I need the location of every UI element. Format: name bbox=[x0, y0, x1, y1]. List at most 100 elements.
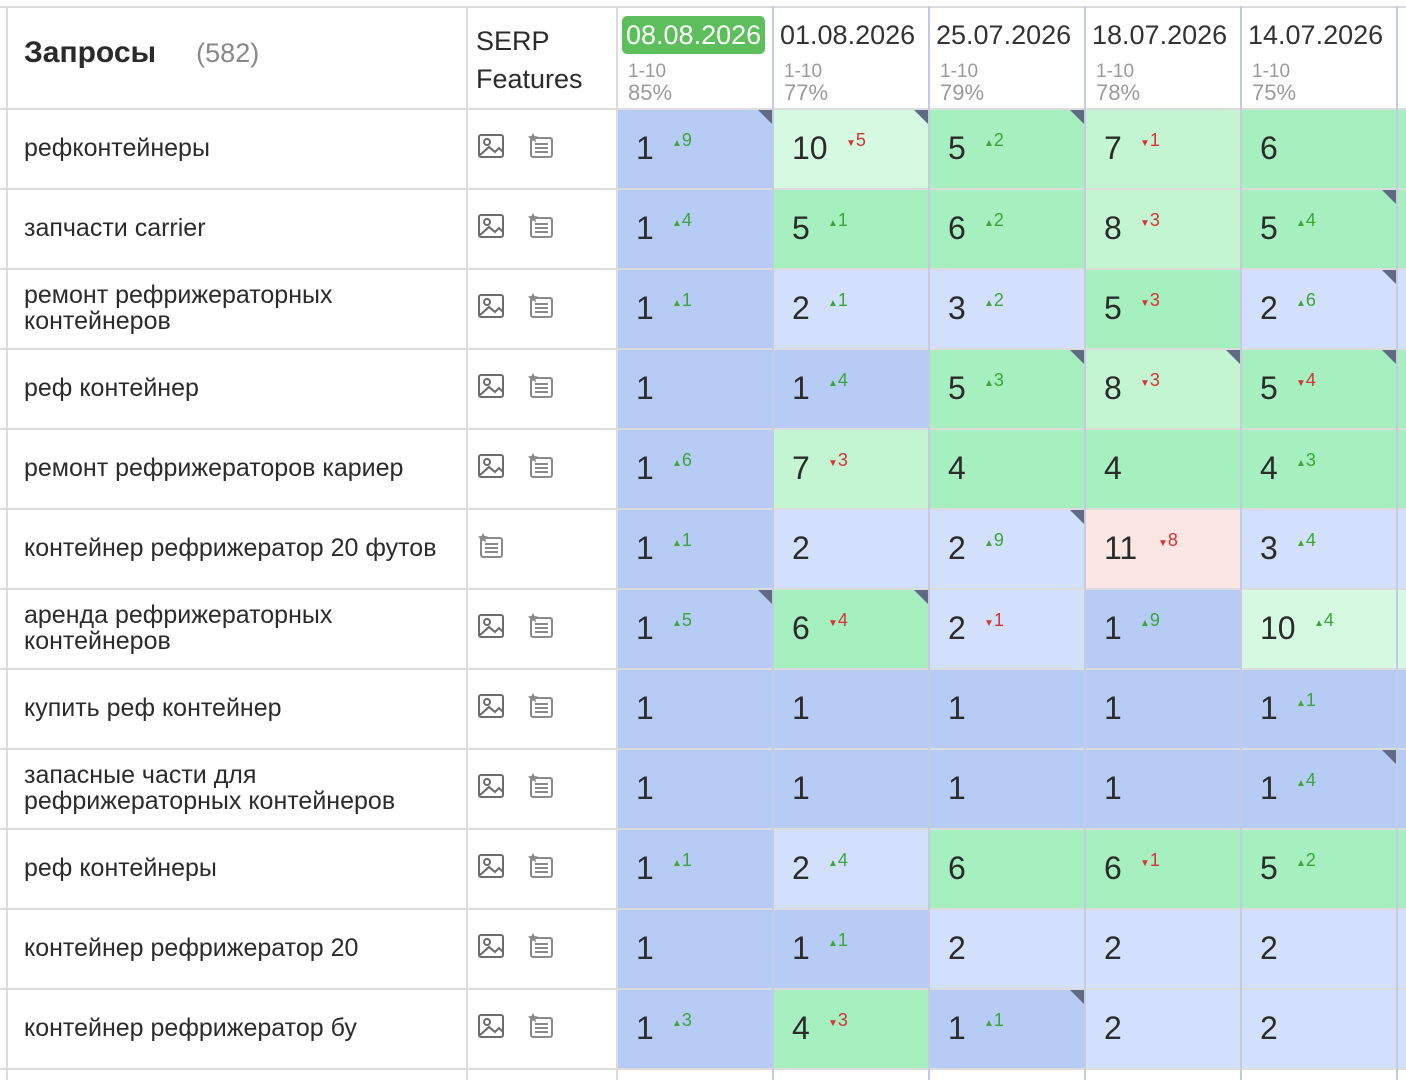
image-icon[interactable] bbox=[476, 291, 506, 326]
position-cell[interactable]: 2 ▼1 bbox=[930, 588, 1084, 668]
news-icon[interactable] bbox=[526, 1011, 556, 1046]
date-column-header[interactable]: 01.08.2026 1-10 77% bbox=[774, 16, 928, 104]
position-cell[interactable]: 7 ▼1 bbox=[1086, 108, 1240, 188]
position-cell-next[interactable] bbox=[1398, 988, 1406, 1068]
table-row[interactable]: контейнер рефрижератор бу 1 ▲3 4 ▼3 1 ▲1 2 2 bbox=[0, 988, 1406, 1068]
position-cell[interactable]: 1 bbox=[618, 348, 772, 428]
position-cell[interactable]: 1 ▲4 bbox=[1242, 748, 1396, 828]
position-cell[interactable]: 1 ▲1 bbox=[774, 908, 928, 988]
position-cell[interactable]: 5 ▲2 bbox=[1242, 828, 1396, 908]
position-cell-next[interactable] bbox=[1398, 748, 1406, 828]
position-cell[interactable]: 1 ▲1 bbox=[930, 988, 1084, 1068]
position-cell[interactable]: 5 ▼4 bbox=[1242, 348, 1396, 428]
position-cell[interactable]: 1 ▲1 bbox=[618, 828, 772, 908]
position-cell[interactable]: 6 ▼1 bbox=[1086, 828, 1240, 908]
query-text[interactable]: контейнер рефрижератор 20 футов bbox=[24, 534, 437, 562]
position-cell[interactable]: 1 ▲1 bbox=[618, 508, 772, 588]
position-cell[interactable]: 5 ▲1 bbox=[774, 188, 928, 268]
table-row[interactable]: запасные части для рефрижераторных конте… bbox=[0, 748, 1406, 828]
table-row[interactable]: купить реф контейнер 1 1 1 1 1 ▲1 bbox=[0, 668, 1406, 748]
query-text[interactable]: контейнер рефрижератор бу bbox=[24, 1014, 357, 1042]
image-icon[interactable] bbox=[476, 451, 506, 486]
position-cell[interactable]: 2 ▲4 bbox=[774, 828, 928, 908]
news-icon[interactable] bbox=[526, 691, 556, 726]
table-row[interactable]: реф контейнеры 1 ▲1 2 ▲4 6 6 ▼1 5 ▲2 bbox=[0, 828, 1406, 908]
table-row[interactable]: реф контейнер 1 1 ▲4 5 ▲3 8 ▼3 5 ▼4 bbox=[0, 348, 1406, 428]
image-icon[interactable] bbox=[476, 691, 506, 726]
position-cell[interactable]: 2 ▲6 bbox=[1242, 268, 1396, 348]
position-cell[interactable]: 5 ▲4 bbox=[1242, 188, 1396, 268]
position-cell[interactable]: 4 ▼3 bbox=[774, 988, 928, 1068]
note-marker-icon[interactable] bbox=[912, 588, 928, 604]
position-cell-next[interactable] bbox=[1398, 668, 1406, 748]
position-cell-next[interactable] bbox=[1398, 108, 1406, 188]
position-cell[interactable]: 1 ▲6 bbox=[618, 428, 772, 508]
note-marker-icon[interactable] bbox=[756, 108, 772, 124]
position-cell[interactable]: 2 bbox=[1086, 908, 1240, 988]
position-cell[interactable]: 3 ▲4 bbox=[1242, 508, 1396, 588]
position-cell[interactable]: 10 ▲4 bbox=[1242, 588, 1396, 668]
query-text[interactable]: ремонт рефрижераторов кариер bbox=[24, 454, 404, 482]
position-cell-next[interactable] bbox=[1398, 908, 1406, 988]
position-cell[interactable]: 6 bbox=[930, 828, 1084, 908]
date-column-header[interactable]: 18.07.2026 1-10 78% bbox=[1086, 16, 1240, 104]
position-cell[interactable]: 1 bbox=[1086, 668, 1240, 748]
position-cell[interactable]: 2 bbox=[1242, 988, 1396, 1068]
image-icon[interactable] bbox=[476, 1011, 506, 1046]
image-icon[interactable] bbox=[476, 851, 506, 886]
note-marker-icon[interactable] bbox=[912, 108, 928, 124]
position-cell[interactable]: 1 ▲1 bbox=[1242, 668, 1396, 748]
position-cell[interactable]: 4 bbox=[1086, 428, 1240, 508]
position-cell[interactable]: 5 ▲2 bbox=[930, 108, 1084, 188]
position-cell[interactable]: 1 bbox=[1086, 748, 1240, 828]
image-icon[interactable] bbox=[476, 611, 506, 646]
image-icon[interactable] bbox=[476, 771, 506, 806]
position-cell-next[interactable] bbox=[1398, 188, 1406, 268]
query-text[interactable]: рефконтейнеры bbox=[24, 134, 210, 162]
note-marker-icon[interactable] bbox=[1224, 348, 1240, 364]
position-cell[interactable]: 1 bbox=[930, 668, 1084, 748]
position-cell[interactable]: 1 bbox=[930, 748, 1084, 828]
position-cell[interactable]: 1 bbox=[618, 668, 772, 748]
news-icon[interactable] bbox=[526, 211, 556, 246]
position-cell[interactable]: 5 ▼3 bbox=[1086, 268, 1240, 348]
note-marker-icon[interactable] bbox=[1068, 988, 1084, 1004]
position-cell[interactable]: 1 bbox=[618, 908, 772, 988]
news-icon[interactable] bbox=[526, 371, 556, 406]
table-row[interactable]: контейнер рефрижератор 20 футов 1 ▲1 2 2 ▲9 11… bbox=[0, 508, 1406, 588]
position-cell[interactable]: 2 ▲9 bbox=[930, 508, 1084, 588]
note-marker-icon[interactable] bbox=[1380, 748, 1396, 764]
note-marker-icon[interactable] bbox=[1068, 508, 1084, 524]
news-icon[interactable] bbox=[526, 611, 556, 646]
news-icon[interactable] bbox=[476, 531, 506, 566]
query-text[interactable]: аренда рефрижераторных контейнеров bbox=[24, 601, 333, 655]
position-cell[interactable]: 1 ▲9 bbox=[618, 108, 772, 188]
position-cell[interactable]: 1 ▲1 bbox=[618, 268, 772, 348]
position-cell[interactable]: 1 ▲9 bbox=[1086, 588, 1240, 668]
date-column-header[interactable]: 25.07.2026 1-10 79% bbox=[930, 16, 1084, 104]
image-icon[interactable] bbox=[476, 211, 506, 246]
position-cell[interactable]: 8 ▼3 bbox=[1086, 188, 1240, 268]
position-cell[interactable]: 10 ▼5 bbox=[774, 108, 928, 188]
note-marker-icon[interactable] bbox=[756, 588, 772, 604]
position-cell[interactable]: 1 ▲5 bbox=[618, 588, 772, 668]
position-cell[interactable]: 1 ▲3 bbox=[618, 988, 772, 1068]
query-text[interactable]: реф контейнер bbox=[24, 374, 199, 402]
image-icon[interactable] bbox=[476, 931, 506, 966]
position-cell[interactable]: 6 ▼4 bbox=[774, 588, 928, 668]
position-cell[interactable]: 7 ▼3 bbox=[774, 428, 928, 508]
query-text[interactable]: контейнер рефрижератор 20 bbox=[24, 934, 359, 962]
position-cell[interactable]: 4 ▲3 bbox=[1242, 428, 1396, 508]
position-cell-next[interactable] bbox=[1398, 348, 1406, 428]
news-icon[interactable] bbox=[526, 851, 556, 886]
position-cell-next[interactable] bbox=[1398, 268, 1406, 348]
position-cell[interactable]: 1 bbox=[774, 748, 928, 828]
image-icon[interactable] bbox=[476, 131, 506, 166]
position-cell[interactable]: 3 ▲2 bbox=[930, 268, 1084, 348]
table-row[interactable]: рефконтейнеры 1 ▲9 10 ▼5 5 ▲2 7 ▼1 6 bbox=[0, 108, 1406, 188]
table-row[interactable]: ремонт рефрижераторных контейнеров 1 ▲1 2 ▲1… bbox=[0, 268, 1406, 348]
position-cell[interactable]: 2 bbox=[1242, 908, 1396, 988]
position-cell[interactable]: 2 bbox=[774, 508, 928, 588]
table-row[interactable]: контейнер рефрижератор 20 1 1 ▲1 2 2 2 bbox=[0, 908, 1406, 988]
note-marker-icon[interactable] bbox=[1380, 348, 1396, 364]
